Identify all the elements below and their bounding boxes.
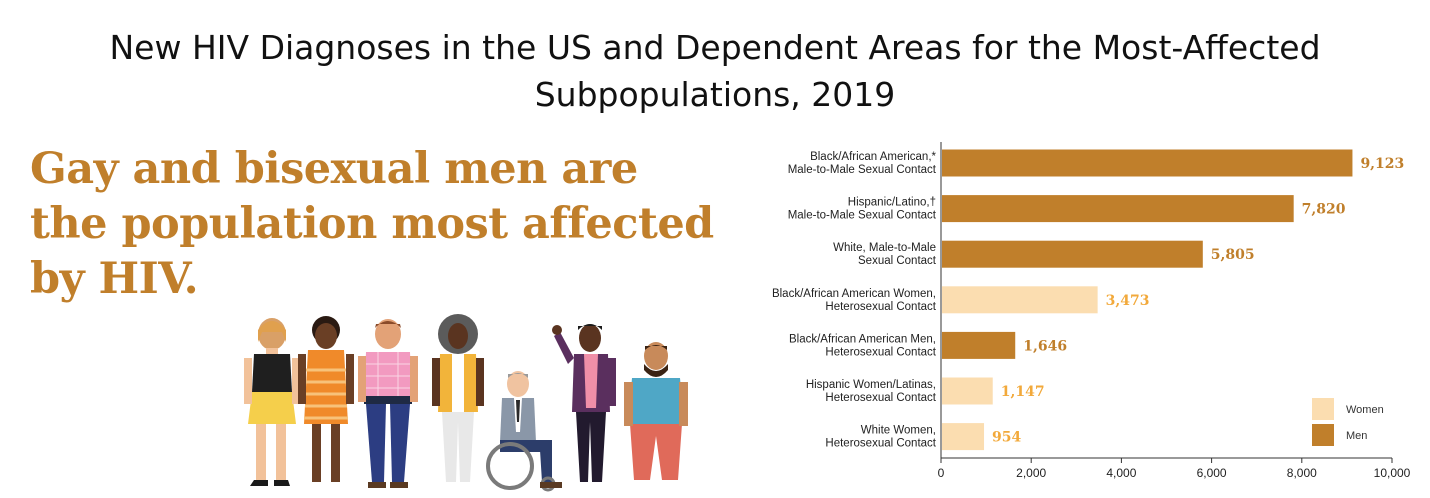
person-illustration <box>358 319 418 488</box>
category-label-line: Heterosexual Contact <box>825 346 936 358</box>
value-label: 5,805 <box>1211 247 1255 263</box>
bar <box>942 286 1098 314</box>
legend-label: Men <box>1346 430 1367 442</box>
category-label-line: White Women, <box>861 425 936 437</box>
category-label-line: Heterosexual Contact <box>825 438 936 450</box>
person-illustration <box>432 314 484 482</box>
value-label: 954 <box>992 430 1021 446</box>
chart-title-line-2: Subpopulations, 2019 <box>534 75 896 114</box>
chart-title-line-1: New HIV Diagnoses in the US and Dependen… <box>109 28 1321 67</box>
category-label-line: Heterosexual Contact <box>825 392 936 404</box>
category-label-line: White, Male-to-Male <box>833 242 936 254</box>
category-label: Black/African American Men, Heterosexual … <box>789 333 937 358</box>
category-label: White, Male-to-Male Sexual Contact <box>833 242 937 267</box>
category-label: Black/African American,* Male-to-Male Sex… <box>788 151 937 176</box>
headline-line-1: Gay and bisexual men are <box>30 144 638 194</box>
value-label: 3,473 <box>1106 293 1150 309</box>
headline-line-2: the population most affected <box>30 199 714 249</box>
legend-swatch <box>1312 424 1334 446</box>
person-illustration <box>486 371 562 492</box>
bar <box>942 423 985 451</box>
category-label: White Women, Heterosexual Contact <box>825 425 936 450</box>
value-label: 7,820 <box>1302 202 1346 218</box>
x-tick-label: 10,000 <box>1374 466 1411 480</box>
category-label-line: Hispanic Women/Latinas, <box>806 379 936 391</box>
x-tick-label: 0 <box>938 466 945 480</box>
person-illustration <box>624 342 688 480</box>
bar <box>942 377 993 405</box>
x-tick-label: 6,000 <box>1197 466 1227 480</box>
people-illustration <box>244 314 688 492</box>
category-label-line: Black/African American Men, <box>789 333 936 345</box>
category-label: Hispanic Women/Latinas, Heterosexual Cont… <box>806 379 937 404</box>
person-illustration <box>244 318 300 486</box>
category-label: Hispanic/Latino,† Male-to-Male Sexual Con… <box>788 197 937 222</box>
category-label-line: Male-to-Male Sexual Contact <box>788 210 937 222</box>
category-label-line: Black/African American Women, <box>772 288 936 300</box>
value-label: 1,646 <box>1023 338 1067 354</box>
bar <box>942 195 1294 223</box>
category-label-line: Male-to-Male Sexual Contact <box>788 164 937 176</box>
bar <box>942 240 1203 268</box>
headline-line-3: by HIV. <box>30 254 199 304</box>
legend-swatch <box>1312 398 1334 420</box>
category-label-line: Black/African American,* <box>810 151 936 163</box>
category-label-line: Heterosexual Contact <box>825 301 936 313</box>
category-label: Black/African American Women, Heterosexua… <box>772 288 937 313</box>
category-label-line: Sexual Contact <box>858 255 937 267</box>
headline: Gay and bisexual men are the population … <box>30 142 714 307</box>
bar <box>942 149 1353 177</box>
value-label: 9,123 <box>1360 156 1404 172</box>
x-tick-label: 8,000 <box>1287 466 1317 480</box>
legend-label: Women <box>1346 404 1384 416</box>
person-illustration <box>298 316 354 482</box>
bar <box>942 331 1016 359</box>
category-label-line: Hispanic/Latino,† <box>848 197 936 209</box>
value-label: 1,147 <box>1001 384 1045 400</box>
x-tick-label: 2,000 <box>1016 466 1046 480</box>
chart-title: New HIV Diagnoses in the US and Dependen… <box>0 24 1430 118</box>
person-illustration <box>552 324 616 482</box>
x-tick-label: 4,000 <box>1106 466 1136 480</box>
